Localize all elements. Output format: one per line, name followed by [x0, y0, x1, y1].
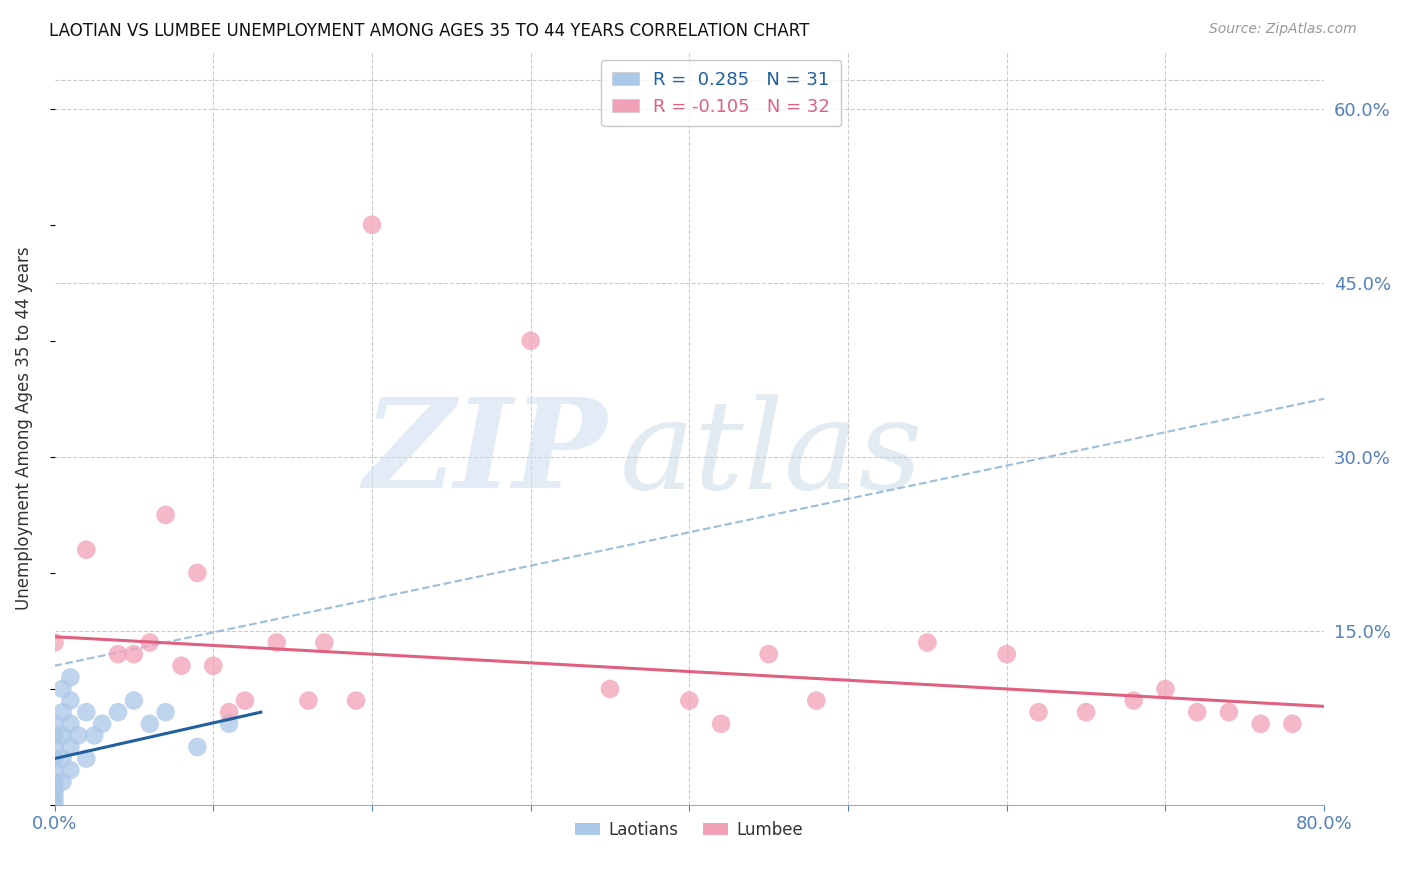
Point — [44, 774, 66, 789]
Point — [44, 797, 66, 812]
Point — [59, 670, 82, 684]
Point — [51, 774, 73, 789]
Point — [1218, 705, 1240, 719]
Point — [44, 786, 66, 800]
Point — [51, 751, 73, 765]
Point — [139, 635, 162, 649]
Point — [75, 705, 97, 719]
Point — [218, 705, 240, 719]
Point — [218, 716, 240, 731]
Point — [44, 635, 66, 649]
Point — [59, 739, 82, 754]
Point — [155, 705, 177, 719]
Point — [44, 751, 66, 765]
Point — [170, 658, 193, 673]
Point — [44, 716, 66, 731]
Point — [51, 705, 73, 719]
Point — [59, 716, 82, 731]
Point — [1154, 681, 1177, 696]
Point — [202, 658, 225, 673]
Point — [107, 647, 129, 661]
Point — [75, 542, 97, 557]
Point — [67, 728, 90, 742]
Point — [1122, 693, 1144, 707]
Point — [44, 792, 66, 806]
Text: atlas: atlas — [620, 393, 922, 515]
Point — [155, 508, 177, 522]
Point — [44, 780, 66, 795]
Point — [314, 635, 336, 649]
Point — [44, 728, 66, 742]
Point — [83, 728, 105, 742]
Point — [75, 751, 97, 765]
Point — [806, 693, 828, 707]
Legend: Laotians, Lumbee: Laotians, Lumbee — [568, 814, 810, 846]
Point — [59, 763, 82, 777]
Point — [91, 716, 114, 731]
Point — [1250, 716, 1272, 731]
Point — [122, 693, 145, 707]
Text: ZIP: ZIP — [363, 393, 607, 515]
Point — [266, 635, 288, 649]
Point — [186, 739, 208, 754]
Point — [1074, 705, 1097, 719]
Point — [1185, 705, 1208, 719]
Point — [44, 763, 66, 777]
Point — [344, 693, 367, 707]
Point — [44, 739, 66, 754]
Point — [361, 218, 384, 232]
Point — [233, 693, 256, 707]
Point — [59, 693, 82, 707]
Point — [917, 635, 939, 649]
Point — [51, 728, 73, 742]
Point — [599, 681, 621, 696]
Point — [1281, 716, 1303, 731]
Point — [186, 566, 208, 580]
Point — [139, 716, 162, 731]
Text: LAOTIAN VS LUMBEE UNEMPLOYMENT AMONG AGES 35 TO 44 YEARS CORRELATION CHART: LAOTIAN VS LUMBEE UNEMPLOYMENT AMONG AGE… — [49, 22, 810, 40]
Text: Source: ZipAtlas.com: Source: ZipAtlas.com — [1209, 22, 1357, 37]
Point — [758, 647, 780, 661]
Point — [1028, 705, 1050, 719]
Point — [122, 647, 145, 661]
Point — [995, 647, 1018, 661]
Point — [710, 716, 733, 731]
Point — [297, 693, 319, 707]
Point — [51, 681, 73, 696]
Y-axis label: Unemployment Among Ages 35 to 44 years: Unemployment Among Ages 35 to 44 years — [15, 246, 32, 609]
Point — [107, 705, 129, 719]
Point — [678, 693, 700, 707]
Point — [519, 334, 541, 348]
